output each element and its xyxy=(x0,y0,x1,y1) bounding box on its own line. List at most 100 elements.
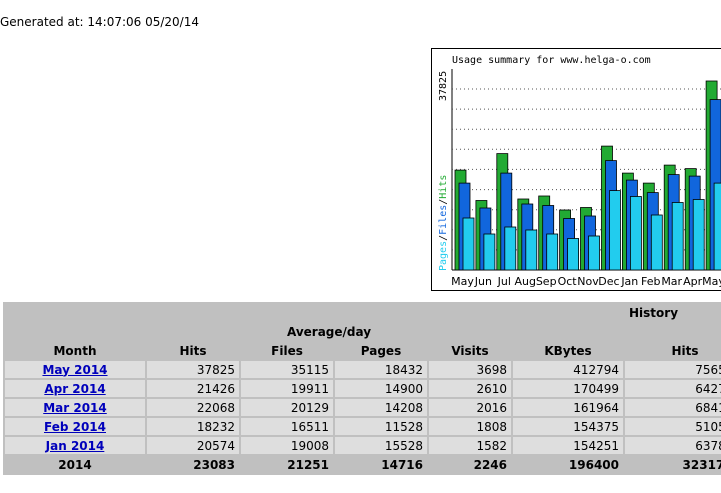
x-tick-label: Oct xyxy=(558,275,578,288)
table-row: Jan 2014 20574 19008 15528 1582 154251 6… xyxy=(5,437,721,454)
history-title: History xyxy=(625,304,721,321)
cell-kbytes: 154375 xyxy=(513,418,623,435)
x-tick-label: Jul xyxy=(497,275,511,288)
cell-hits: 20574 xyxy=(147,437,239,454)
totals-row: 2014 23083 21251 14716 2246 196400 32317… xyxy=(5,456,721,473)
x-tick-label: Jun xyxy=(474,275,492,288)
bar-pages xyxy=(588,235,600,271)
cell-pages: 15528 xyxy=(335,437,427,454)
y-max-label: 37825 xyxy=(438,71,449,101)
x-tick-label: Feb xyxy=(641,275,660,288)
cell-visits: 1808 xyxy=(429,418,511,435)
cell-visits: 3698 xyxy=(429,361,511,378)
total-hits: 23083 xyxy=(147,456,239,473)
col-header-visits: Visits xyxy=(429,342,511,359)
cell-total-hits: 684121 xyxy=(625,399,721,416)
table-row: Mar 2014 22068 20129 14208 2016 161964 6… xyxy=(5,399,721,416)
header-blank xyxy=(5,304,623,321)
cell-files: 19911 xyxy=(241,380,333,397)
average-day-header: Average/day xyxy=(147,323,511,340)
y-axis-label-part: Hits xyxy=(438,175,449,199)
cell-pages: 11528 xyxy=(335,418,427,435)
cell-kbytes: 412794 xyxy=(513,361,623,378)
cell-hits: 18232 xyxy=(147,418,239,435)
cell-total-hits: 637804 xyxy=(625,437,721,454)
bar-pages xyxy=(546,233,559,271)
total-total-hits: 3231738 xyxy=(625,456,721,473)
cell-kbytes: 154251 xyxy=(513,437,623,454)
x-tick-label: Nov xyxy=(577,275,599,288)
cell-total-hits: 642796 xyxy=(625,380,721,397)
col-header-hits: Hits xyxy=(147,342,239,359)
col-header-month: Month xyxy=(5,342,145,359)
x-tick-label: Sep xyxy=(536,275,557,288)
y-axis-label-part: / xyxy=(438,235,449,241)
x-tick-label: Dec xyxy=(598,275,619,288)
history-table: History Average/day Month Hits Files Pag… xyxy=(3,302,721,475)
cell-kbytes: 170499 xyxy=(513,380,623,397)
month-link[interactable]: May 2014 xyxy=(42,362,108,377)
cell-hits: 37825 xyxy=(147,361,239,378)
history-table-wrap: History Average/day Month Hits Files Pag… xyxy=(3,302,721,475)
cell-total-hits: 756508 xyxy=(625,361,721,378)
x-tick-label: Aug xyxy=(514,275,535,288)
col-header-files: Files xyxy=(241,342,333,359)
x-tick-label: Apr xyxy=(683,275,703,288)
bar-pages xyxy=(483,233,496,271)
total-year: 2014 xyxy=(5,456,145,473)
bar-pages xyxy=(609,190,621,271)
bar-pages xyxy=(650,214,663,271)
cell-visits: 2016 xyxy=(429,399,511,416)
month-link[interactable]: Feb 2014 xyxy=(43,419,106,434)
cell-files: 16511 xyxy=(241,418,333,435)
col-header-total-hits: Hits xyxy=(625,342,721,359)
cell-total-hits: 510509 xyxy=(625,418,721,435)
total-pages: 14716 xyxy=(335,456,427,473)
cell-kbytes: 161964 xyxy=(513,399,623,416)
table-row: May 2014 37825 35115 18432 3698 412794 7… xyxy=(5,361,721,378)
generated-timestamp: Generated at: 14:07:06 05/20/14 xyxy=(0,15,199,29)
cell-hits: 22068 xyxy=(147,399,239,416)
bar-pages xyxy=(692,199,705,271)
x-tick-label: Mar xyxy=(661,275,682,288)
cell-files: 19008 xyxy=(241,437,333,454)
bar-pages xyxy=(629,196,642,271)
bar-pages xyxy=(713,182,721,271)
bar-pages xyxy=(504,226,517,271)
bar-pages xyxy=(567,238,580,271)
y-axis-label-part: Files xyxy=(438,205,449,235)
header-blank-kbytes xyxy=(513,323,623,340)
month-link[interactable]: Mar 2014 xyxy=(43,400,107,415)
cell-pages: 14208 xyxy=(335,399,427,416)
total-kbytes: 196400 xyxy=(513,456,623,473)
header-blank-totals xyxy=(625,323,721,340)
y-axis-label-part: Pages xyxy=(438,241,449,271)
cell-pages: 14900 xyxy=(335,380,427,397)
month-link[interactable]: Apr 2014 xyxy=(44,381,106,396)
total-files: 21251 xyxy=(241,456,333,473)
x-tick-label: May xyxy=(702,275,721,288)
cell-hits: 21426 xyxy=(147,380,239,397)
table-row: Apr 2014 21426 19911 14900 2610 170499 6… xyxy=(5,380,721,397)
col-header-kbytes: KBytes xyxy=(513,342,623,359)
x-tick-label: Jan xyxy=(620,275,638,288)
bar-pages xyxy=(462,217,475,271)
y-axis-label-part: / xyxy=(438,199,449,205)
cell-files: 20129 xyxy=(241,399,333,416)
x-tick-label: May xyxy=(451,275,474,288)
cell-visits: 1582 xyxy=(429,437,511,454)
bar-pages xyxy=(671,202,684,271)
table-row: Feb 2014 18232 16511 11528 1808 154375 5… xyxy=(5,418,721,435)
cell-visits: 2610 xyxy=(429,380,511,397)
usage-chart: Usage summary for www.helga-o.com 37825 Pa… xyxy=(431,48,721,291)
total-visits: 2246 xyxy=(429,456,511,473)
col-header-pages: Pages xyxy=(335,342,427,359)
month-link[interactable]: Jan 2014 xyxy=(45,438,105,453)
cell-files: 35115 xyxy=(241,361,333,378)
bar-pages xyxy=(525,229,538,271)
header-blank-month xyxy=(5,323,145,340)
chart-title: Usage summary for www.helga-o.com xyxy=(452,55,651,66)
y-axis-label: Pages/Files/Hits xyxy=(438,175,449,271)
cell-pages: 18432 xyxy=(335,361,427,378)
